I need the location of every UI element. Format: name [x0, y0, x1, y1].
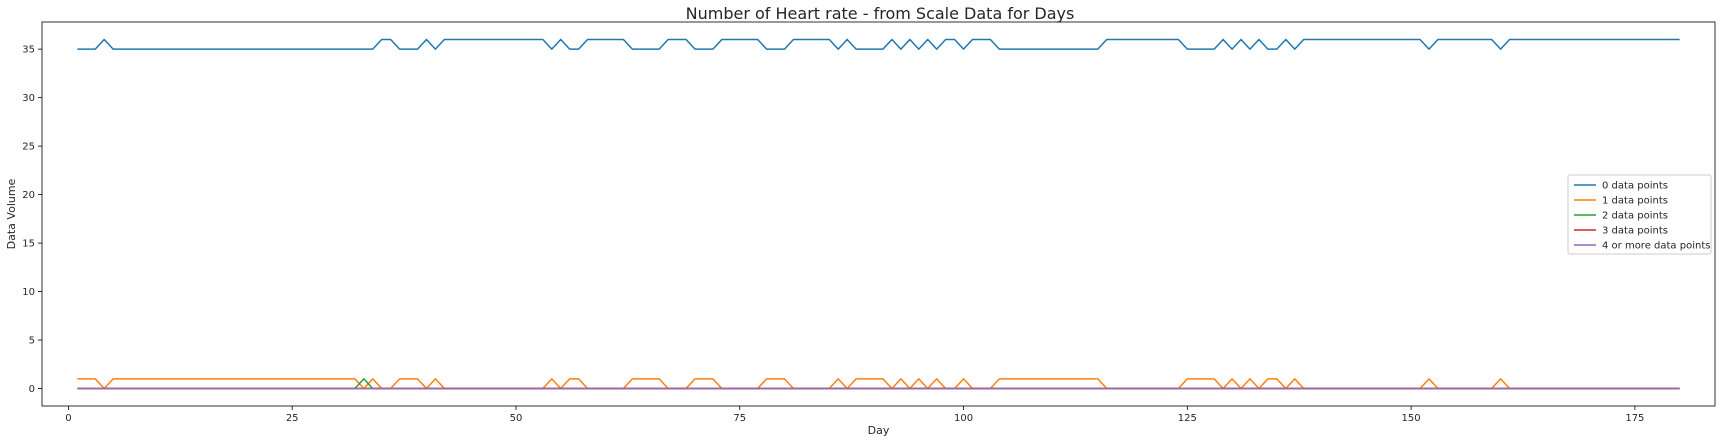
x-axis-label: Day — [868, 424, 890, 437]
legend-box — [1567, 174, 1712, 255]
x-tick-label: 125 — [1178, 413, 1197, 424]
x-tick-label: 0 — [65, 413, 71, 424]
x-axis: 0 25 50 75 100 125 150 175 — [65, 406, 1644, 424]
plot-frame — [41, 21, 1716, 407]
x-tick-label: 175 — [1625, 413, 1644, 424]
x-tick-label: 50 — [510, 413, 523, 424]
chart-title: Number of Heart rate - from Scale Data f… — [686, 4, 1075, 23]
legend-label: 4 or more data points — [1602, 241, 1710, 252]
y-tick-label: 5 — [29, 336, 35, 347]
legend: 0 data points 1 data points 2 data points 3… — [1567, 174, 1712, 255]
series-line-0 — [77, 38, 1680, 50]
plot-area — [41, 21, 1716, 407]
y-tick-label: 10 — [22, 287, 35, 298]
y-axis: 0 5 10 15 20 25 30 35 — [22, 45, 42, 395]
x-tick-label: 25 — [286, 413, 299, 424]
y-tick-label: 0 — [29, 384, 35, 395]
x-tick-label: 100 — [954, 413, 973, 424]
series-line-1 — [77, 378, 1680, 390]
series-lines — [77, 38, 1680, 390]
legend-label: 1 data points — [1602, 196, 1668, 207]
x-tick-label: 150 — [1402, 413, 1421, 424]
x-tick-label: 75 — [733, 413, 746, 424]
y-axis-label: Data Volume — [5, 178, 18, 249]
legend-label: 3 data points — [1602, 226, 1668, 237]
y-tick-label: 20 — [22, 190, 35, 201]
y-tick-label: 25 — [22, 142, 35, 153]
y-tick-label: 35 — [22, 45, 35, 56]
legend-label: 2 data points — [1602, 211, 1668, 222]
legend-label: 0 data points — [1602, 181, 1668, 192]
y-tick-label: 15 — [22, 239, 35, 250]
y-tick-label: 30 — [22, 93, 35, 104]
